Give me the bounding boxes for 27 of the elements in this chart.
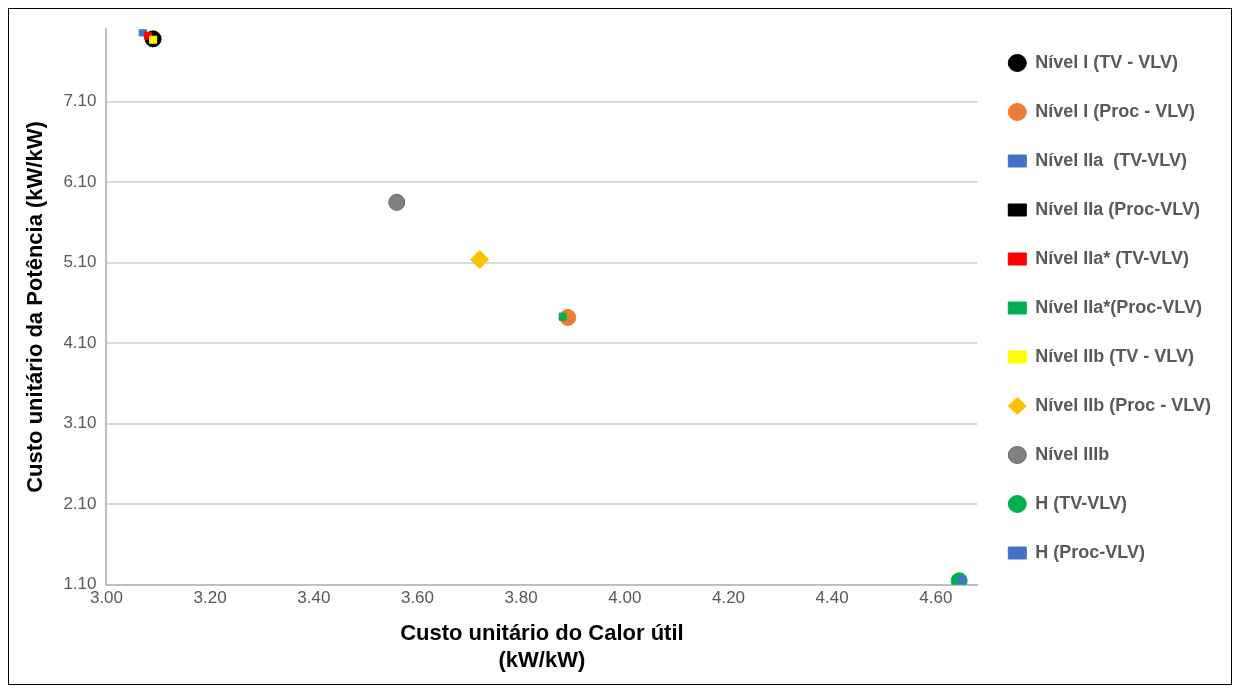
y-tick-label: 2.10 [63, 493, 97, 513]
y-tick-label: 7.10 [63, 91, 97, 111]
x-tick-label: 4.00 [608, 587, 642, 607]
legend-label: Nível I (TV - VLV) [1035, 51, 1178, 72]
x-tick-label: 3.20 [193, 587, 227, 607]
y-axis-title: Custo unitário da Potência (kW/kW) [22, 121, 48, 493]
x-tick-label: 3.60 [400, 587, 435, 607]
y-tick-label: 4.10 [63, 332, 97, 352]
x-tick-label: 4.60 [919, 587, 953, 607]
legend-label: Nível IIb (TV - VLV) [1035, 345, 1194, 366]
y-tick-label: 5.10 [63, 252, 97, 272]
legend-label: Nível I (Proc - VLV) [1035, 100, 1196, 121]
x-axis-title: Custo unitário do Calor útil (kW/kW) [400, 620, 684, 672]
legend-label: H (Proc-VLV) [1035, 541, 1145, 562]
x-tick-label: 3.40 [297, 587, 331, 607]
x-tick-label: 3.80 [504, 587, 538, 607]
legend-label: Nível IIb (Proc - VLV) [1035, 394, 1212, 415]
legend-label: Nível IIa (TV-VLV) [1035, 149, 1188, 170]
y-tick-label: 3.10 [63, 413, 97, 433]
legend-label: Nível IIa* (TV-VLV) [1035, 247, 1190, 268]
legend-label: Nível IIa*(Proc-VLV) [1035, 296, 1203, 317]
legend-label: H (TV-VLV) [1035, 492, 1127, 513]
legend-label: Nível IIa (Proc-VLV) [1035, 198, 1201, 219]
x-tick-label: 4.20 [711, 587, 746, 607]
y-tick-label: 6.10 [63, 171, 97, 191]
x-tick-label: 4.40 [815, 587, 849, 607]
legend-label: Nível IIIb [1035, 443, 1110, 464]
